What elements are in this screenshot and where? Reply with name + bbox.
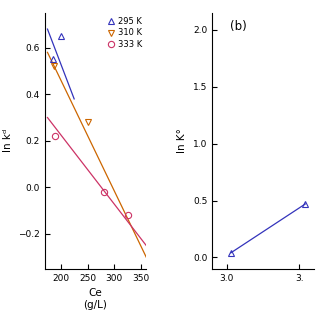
Line: 310 K: 310 K [51,63,91,125]
X-axis label: Ce
(g/L): Ce (g/L) [84,288,108,310]
333 K [102,190,106,194]
Legend: 295 K, 310 K, 333 K: 295 K, 310 K, 333 K [105,14,145,52]
333 K [126,213,130,217]
Y-axis label: ln K°: ln K° [177,128,188,153]
310 K [85,120,89,124]
Line: 333 K: 333 K [52,133,131,218]
333 K [53,134,57,138]
Y-axis label: ln kᵈ: ln kᵈ [3,129,12,152]
Text: (b): (b) [230,20,247,34]
295 K [59,34,63,38]
310 K [52,64,56,68]
295 K [51,57,55,61]
Line: 295 K: 295 K [50,33,64,62]
